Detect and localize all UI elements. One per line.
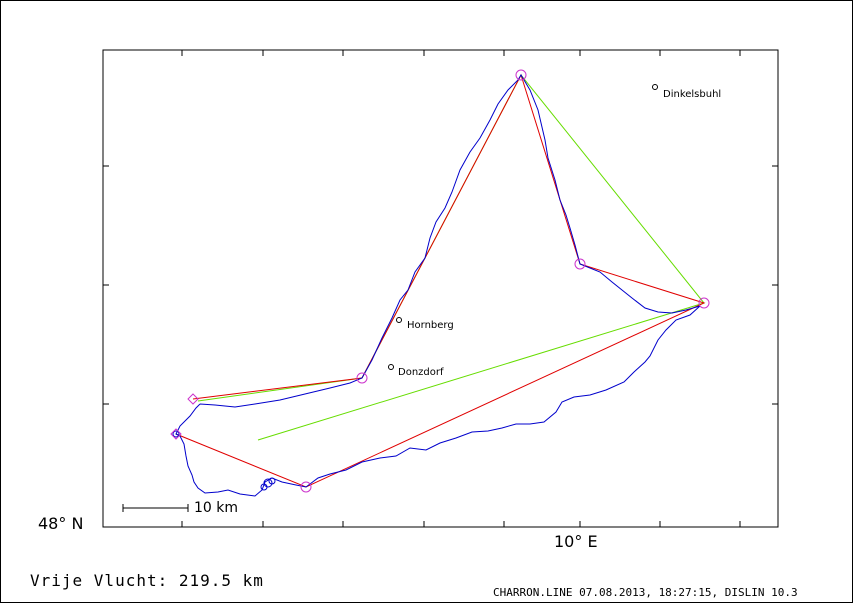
latitude-label: 48° N xyxy=(38,514,84,533)
red-route xyxy=(175,73,706,488)
town-marker-donzdorf xyxy=(388,364,394,370)
town-label-hornberg: Hornberg xyxy=(407,320,454,331)
turnpoints xyxy=(170,69,710,493)
start-marker xyxy=(187,393,199,405)
longitude-label: 10° E xyxy=(554,532,598,551)
turnpoint-north xyxy=(515,69,527,81)
town-marker-hornberg xyxy=(396,317,402,323)
town-marker-dinkelsbuhl xyxy=(652,84,658,90)
turnpoint-south xyxy=(300,481,312,493)
turnpoint-west xyxy=(356,372,368,384)
gps-track xyxy=(175,74,701,497)
footer-info: CHARRON.LINE 07.08.2013, 18:27:15, DISLI… xyxy=(493,586,798,599)
town-label-donzdorf: Donzdorf xyxy=(398,367,444,378)
scale-bar xyxy=(122,504,189,512)
axis-ticks xyxy=(103,50,778,527)
town-markers xyxy=(388,84,658,370)
scale-bar-label: 10 km xyxy=(194,500,239,516)
green-route xyxy=(197,74,705,441)
town-label-dinkelsbuhl: Dinkelsbuhl xyxy=(663,89,721,100)
turnpoint-east xyxy=(698,297,710,309)
thermal-circles xyxy=(172,430,276,491)
turnpoint-mid xyxy=(574,258,586,270)
plot-frame xyxy=(102,49,779,528)
flight-distance: Vrije Vlucht: 219.5 km xyxy=(30,571,264,590)
finish-marker xyxy=(170,428,182,440)
